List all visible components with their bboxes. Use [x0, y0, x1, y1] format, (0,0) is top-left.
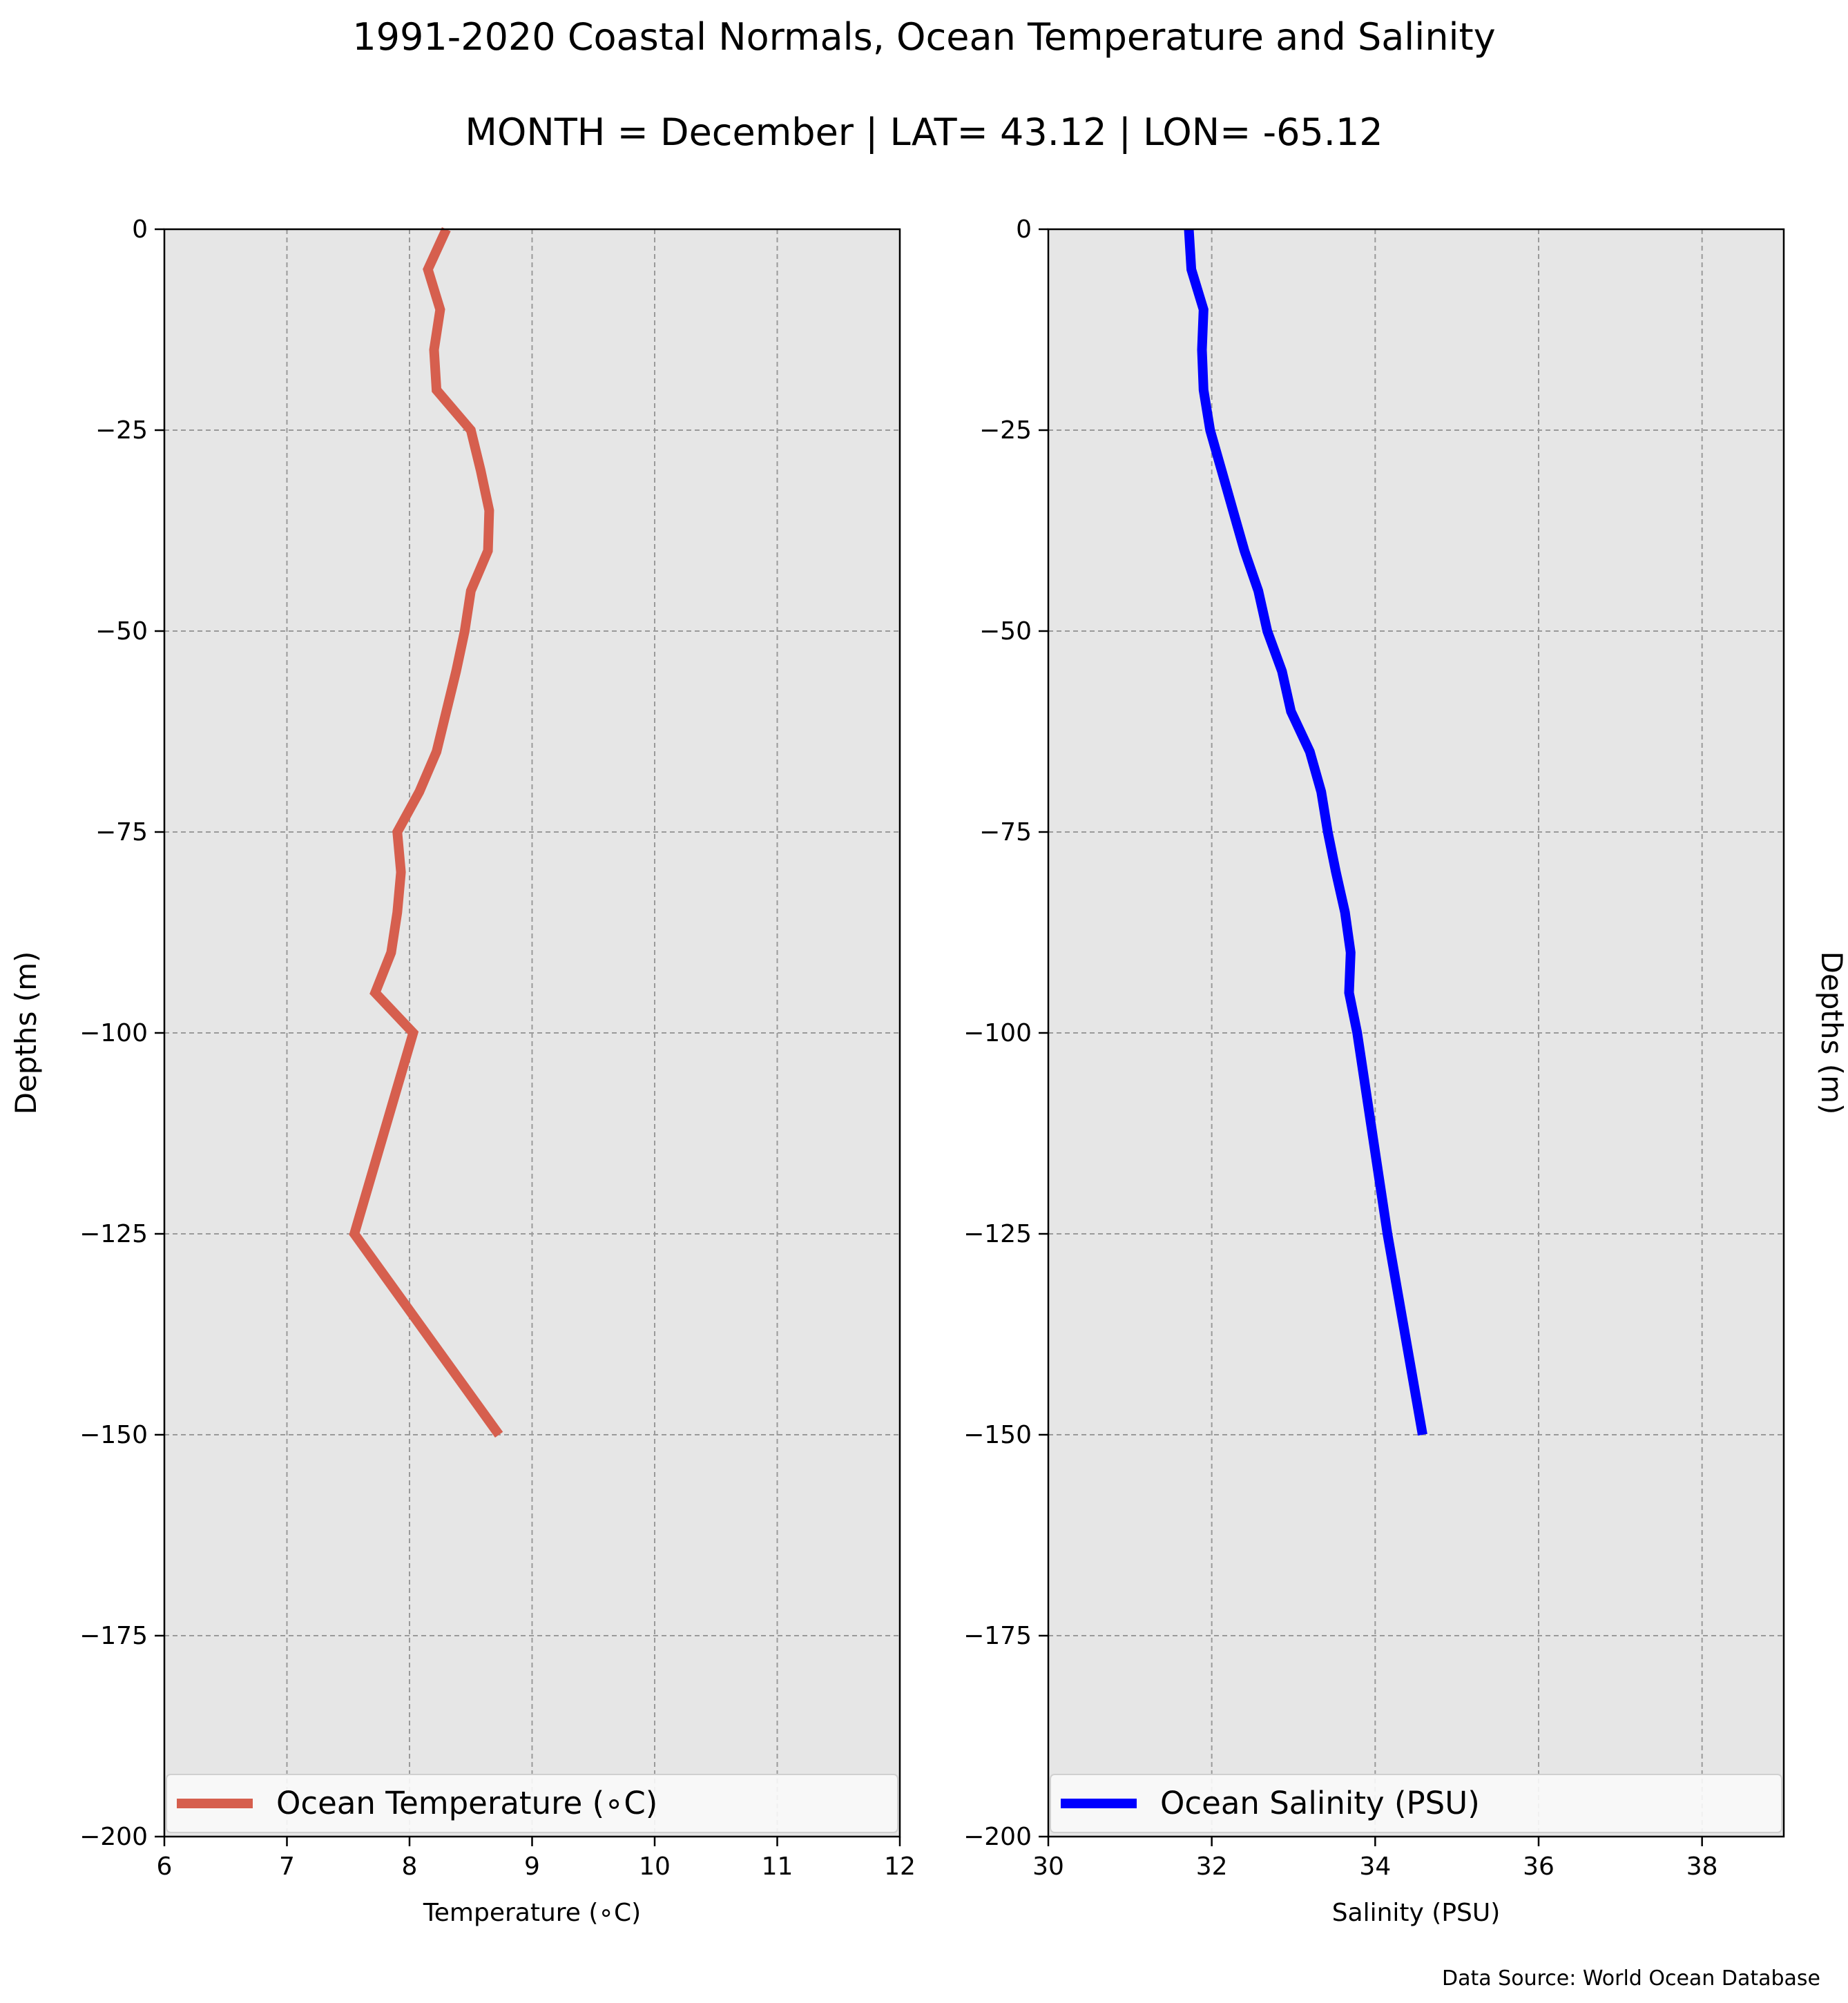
salinity-panel: 30 32 34 36 38 0 −25 −50 −75 −100 −125 −150 −175 −200…	[963, 215, 1848, 1927]
data-source-note: Data Source: World Ocean Database	[1442, 1966, 1820, 1991]
figure-title: 1991-2020 Coastal Normals, Ocean Tempera…	[352, 15, 1495, 59]
y-tick-label: −125	[79, 1220, 148, 1248]
y-tick-label: −75	[95, 818, 148, 846]
x-tick-label: 38	[1686, 1852, 1718, 1881]
y-tick-label: −175	[963, 1622, 1032, 1650]
x-tick-label: 11	[762, 1852, 793, 1881]
x-axis-label: Salinity (PSU)	[1332, 1899, 1501, 1927]
legend-label: Ocean Temperature (∘C)	[276, 1785, 657, 1821]
x-tick-label: 36	[1523, 1852, 1555, 1881]
y-tick-label: −200	[79, 1823, 148, 1851]
y-tick-label: −150	[963, 1421, 1032, 1449]
x-tick-label: 34	[1359, 1852, 1391, 1881]
y-axis-label: Depths (m)	[1815, 951, 1848, 1115]
x-axis-label: Temperature (∘C)	[423, 1899, 641, 1927]
y-tick-label: −100	[963, 1019, 1032, 1047]
figure-subtitle: MONTH = December | LAT= 43.12 | LON= -65…	[465, 110, 1383, 154]
x-tick-label: 9	[524, 1852, 540, 1881]
x-tick-label: 6	[157, 1852, 173, 1881]
y-tick-label: 0	[132, 215, 148, 244]
x-tick-label: 7	[279, 1852, 295, 1881]
y-tick-label: −175	[79, 1622, 148, 1650]
x-tick-label: 32	[1196, 1852, 1228, 1881]
y-tick-label: −150	[79, 1421, 148, 1449]
temperature-panel: 6 7 8 9 10 11 12 0 −25 −50 −75 −100 −125 −150 −175 −200…	[9, 215, 916, 1927]
legend-label: Ocean Salinity (PSU)	[1160, 1785, 1480, 1821]
y-tick-label: −125	[963, 1220, 1032, 1248]
y-tick-label: 0	[1016, 215, 1032, 244]
y-tick-label: −100	[79, 1019, 148, 1047]
y-tick-label: −25	[979, 416, 1032, 445]
y-axis-label: Depths (m)	[9, 951, 43, 1115]
y-tick-label: −75	[979, 818, 1032, 846]
x-tick-label: 30	[1032, 1852, 1064, 1881]
y-tick-label: −50	[95, 617, 148, 646]
x-tick-label: 10	[639, 1852, 671, 1881]
legend-box	[1050, 1774, 1782, 1833]
y-tick-label: −50	[979, 617, 1032, 646]
y-tick-label: −200	[963, 1823, 1032, 1851]
legend-box	[166, 1774, 898, 1833]
y-tick-label: −25	[95, 416, 148, 445]
x-tick-label: 8	[402, 1852, 418, 1881]
x-tick-label: 12	[884, 1852, 916, 1881]
